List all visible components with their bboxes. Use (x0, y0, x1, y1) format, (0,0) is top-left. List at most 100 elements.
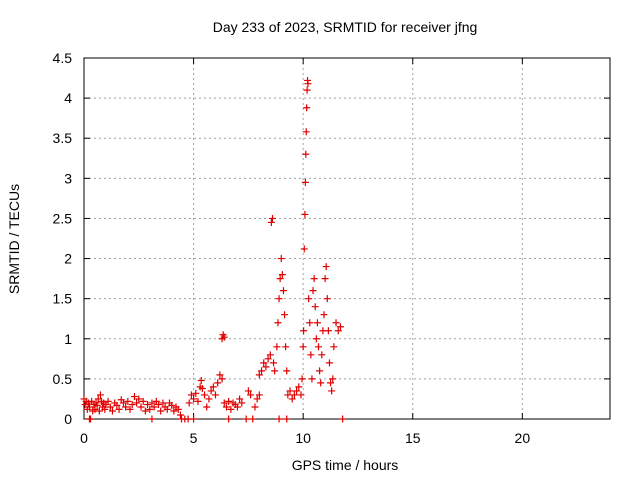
data-point (308, 375, 316, 383)
data-point (133, 399, 141, 407)
data-point (304, 80, 312, 88)
data-point (279, 287, 287, 295)
data-point (266, 351, 274, 359)
data-point (148, 399, 156, 407)
data-point (283, 367, 291, 375)
data-point (227, 405, 235, 413)
data-point (84, 399, 92, 407)
x-tick-label: 10 (295, 430, 311, 446)
data-point (268, 214, 276, 222)
data-point (163, 405, 171, 413)
grid (84, 58, 610, 419)
data-point (225, 415, 233, 423)
data-point (108, 407, 116, 415)
data-point (330, 343, 338, 351)
data-point (332, 319, 340, 327)
data-point (262, 363, 270, 371)
data-point (225, 397, 233, 405)
data-point (260, 359, 268, 367)
y-tick-label: 2 (64, 251, 72, 267)
data-point (313, 319, 321, 327)
data-point (122, 403, 130, 411)
data-point (203, 403, 211, 411)
data-point (93, 401, 101, 409)
y-tick-label: 3.5 (53, 130, 73, 146)
data-point (278, 271, 286, 279)
data-point (329, 375, 337, 383)
x-tick-label: 15 (405, 430, 421, 446)
data-point (187, 391, 195, 399)
data-point (315, 343, 323, 351)
data-point (321, 275, 329, 283)
x-axis-label: GPS time / hours (292, 457, 399, 473)
data-point (303, 104, 311, 112)
data-point (277, 255, 285, 263)
data-point (298, 375, 306, 383)
data-point (327, 379, 335, 387)
data-point (155, 401, 163, 409)
data-point (214, 379, 222, 387)
data-points (80, 76, 347, 423)
data-point (205, 395, 213, 403)
data-point (126, 405, 134, 413)
data-point (274, 319, 282, 327)
data-point (284, 391, 292, 399)
data-point (339, 415, 347, 423)
data-point (141, 407, 149, 415)
y-tick-label: 4 (64, 90, 72, 106)
data-point (251, 403, 259, 411)
data-point (309, 287, 317, 295)
data-point (197, 376, 205, 384)
data-point (316, 367, 324, 375)
data-point (301, 210, 309, 218)
data-point (328, 387, 336, 395)
data-point (264, 355, 272, 363)
data-point (146, 405, 154, 413)
y-tick-label: 0 (64, 411, 72, 427)
data-point (275, 295, 283, 303)
data-point (336, 323, 344, 331)
data-point (288, 395, 296, 403)
data-point (302, 128, 310, 136)
data-point (276, 275, 284, 283)
data-point (198, 385, 206, 393)
data-point (286, 387, 294, 395)
data-point (323, 295, 331, 303)
data-point (305, 295, 313, 303)
data-point (300, 245, 308, 253)
y-tick-label: 1 (64, 331, 72, 347)
data-point (192, 389, 200, 397)
data-point (303, 86, 311, 94)
data-point (209, 383, 217, 391)
data-point (255, 371, 263, 379)
data-point (96, 391, 104, 399)
data-point (249, 415, 257, 423)
data-point (255, 391, 263, 399)
ticks: 0 0.5 1 1.5 2 2.5 3 3.5 4 4.5 0 5 10 15 20 (53, 50, 610, 446)
data-point (218, 375, 226, 383)
data-point (290, 391, 298, 399)
data-point (174, 405, 182, 413)
data-point (258, 367, 266, 375)
data-point (101, 405, 109, 413)
data-point (104, 397, 112, 405)
y-tick-label: 1.5 (53, 291, 73, 307)
data-point (253, 395, 261, 403)
data-point (135, 395, 143, 403)
data-point (95, 407, 103, 415)
data-point (236, 395, 244, 403)
data-point (312, 335, 320, 343)
data-point (207, 387, 215, 395)
data-point (170, 407, 178, 415)
data-point (233, 403, 241, 411)
x-tick-label: 20 (515, 430, 531, 446)
data-point (139, 397, 147, 405)
data-point (85, 415, 93, 423)
data-point (85, 403, 93, 411)
x-tick-label: 5 (190, 430, 198, 446)
data-point (275, 415, 283, 423)
data-point (157, 407, 165, 415)
data-point (119, 399, 127, 407)
data-point (106, 403, 114, 411)
data-point (320, 311, 328, 319)
